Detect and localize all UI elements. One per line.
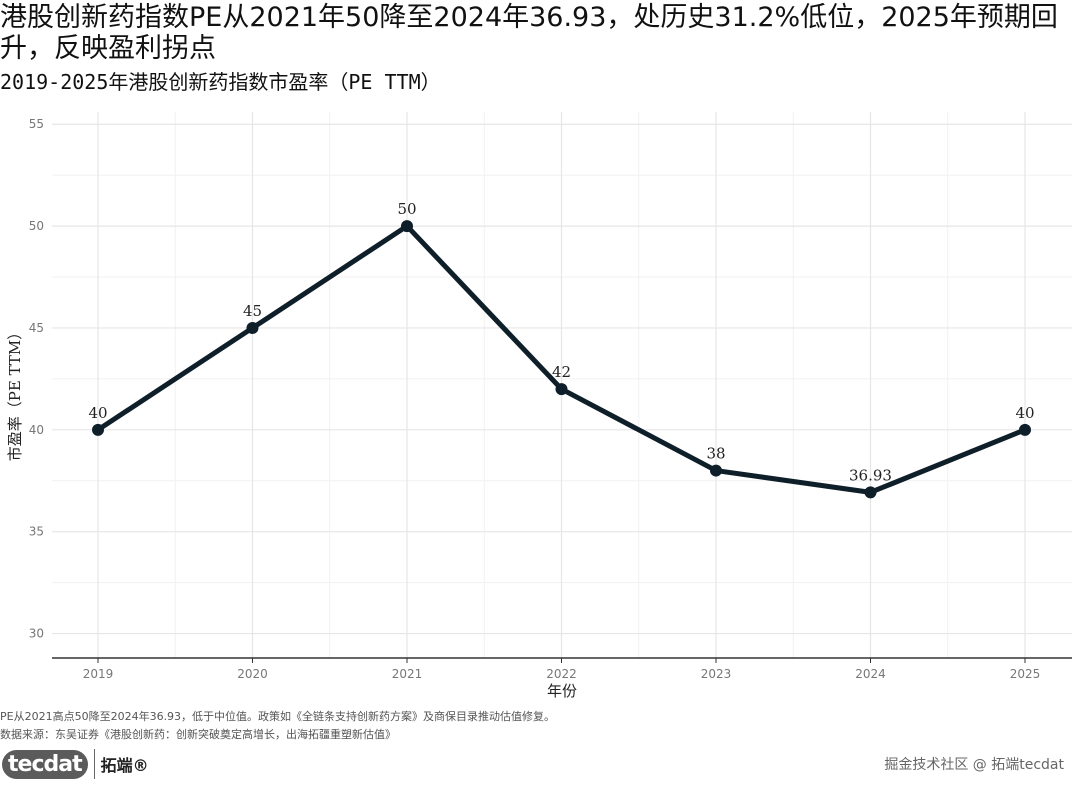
chart-title: 港股创新药指数PE从2021年50降至2024年36.93，处历史31.2%低位… [0, 2, 1058, 64]
tecdat-logo: tecdat [2, 749, 88, 779]
watermark: 掘金技术社区 @ 拓端tecdat [884, 757, 1064, 773]
brand-name: 拓端® [100, 756, 149, 775]
y-axis-title: 市盈率（PE TTM） [6, 325, 24, 461]
footnote: PE从2021高点50降至2024年36.93，低于中位值。政策如《全链条支持创… [0, 710, 556, 723]
x-tick-label: 2023 [701, 667, 732, 681]
x-tick-label: 2024 [855, 667, 886, 681]
x-tick-label: 2022 [546, 667, 577, 681]
data-label: 40 [88, 404, 107, 422]
data-point [246, 321, 259, 334]
data-label: 50 [397, 200, 416, 218]
data-point [401, 220, 413, 233]
y-tick-label: 55 [29, 117, 44, 131]
y-tick-label: 35 [29, 525, 44, 539]
x-tick-label: 2021 [392, 667, 423, 681]
brand-block: tecdat 拓端® [2, 745, 149, 783]
data-point [864, 486, 877, 499]
data-label: 38 [706, 445, 725, 463]
x-tick-label: 2025 [1010, 667, 1041, 681]
data-label: 36.93 [849, 466, 892, 484]
x-tick-label: 2020 [237, 667, 268, 681]
data-label: 40 [1015, 404, 1034, 422]
data-point [710, 464, 722, 477]
y-tick-label: 40 [29, 423, 44, 437]
source-note: 数据来源：东吴证券《港股创新药：创新突破奠定高增长，出海拓疆重塑新估值》 [0, 728, 396, 741]
pe-line-chart: 30 35 40 45 50 55 2019 2020 2021 2022 2023 2024 2025… [6, 112, 1072, 700]
data-point [555, 383, 568, 396]
data-point [92, 423, 104, 436]
brand-divider [93, 749, 95, 779]
x-axis-title: 年份 [547, 682, 577, 700]
data-label: 42 [552, 363, 571, 381]
y-tick-label: 50 [29, 219, 44, 233]
y-tick-label: 45 [29, 321, 44, 335]
x-tick-label: 2019 [83, 667, 114, 681]
y-tick-label: 30 [29, 627, 44, 641]
chart-subtitle: 2019-2025年港股创新药指数市盈率（PE TTM） [0, 70, 441, 94]
data-point [1019, 423, 1031, 436]
data-label: 45 [243, 302, 262, 320]
